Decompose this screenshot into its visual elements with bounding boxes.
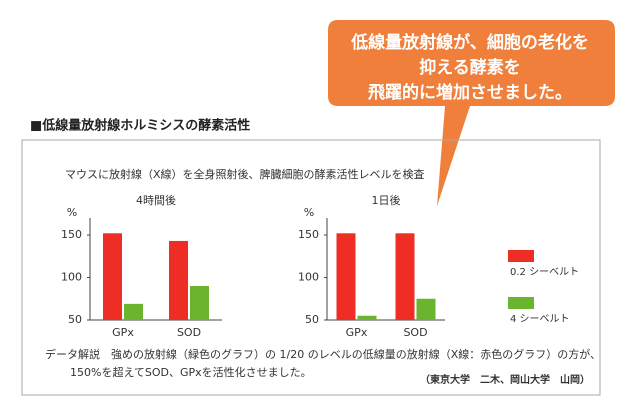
- y-tick-label: 100: [298, 271, 319, 284]
- callout-line: 飛躍的に増加させました。: [367, 82, 572, 103]
- bar: [169, 240, 188, 320]
- x-tick-label: SOD: [403, 326, 427, 339]
- x-tick-label: GPx: [112, 326, 134, 339]
- y-tick-label: 50: [68, 313, 82, 326]
- y-axis-label: %: [304, 206, 314, 219]
- note-line: データ解説 強めの放射線（緑色のグラフ）の 1/20 のレベルの低線量の放射線（…: [45, 347, 601, 361]
- heading: ■低線量放射線ホルミシスの酵素活性: [30, 118, 250, 134]
- y-axis-label: %: [67, 206, 77, 219]
- bar: [124, 303, 143, 320]
- callout-bubble: [328, 20, 615, 206]
- legend-swatch: [508, 250, 534, 262]
- chart-title: 1日後: [372, 193, 401, 207]
- note-line: 150%を超えてSOD、GPxを活性化させました。: [70, 365, 312, 379]
- legend-label: 4 シーベルト: [510, 313, 570, 325]
- callout-line: 低線量放射線が、細胞の老化を: [350, 32, 589, 53]
- y-tick-label: 50: [305, 313, 319, 326]
- x-tick-label: GPx: [346, 326, 368, 339]
- x-tick-label: SOD: [177, 326, 201, 339]
- description: マウスに放射線（X線）を全身照射後、脾臓細胞の酵素活性レベルを検査: [65, 167, 425, 181]
- y-tick-label: 150: [298, 228, 319, 241]
- bar: [190, 286, 209, 320]
- bar: [103, 233, 122, 320]
- chart-title: 4時間後: [136, 193, 176, 207]
- y-tick-label: 150: [61, 228, 82, 241]
- credit: （東京大学 二木、岡山大学 山岡）: [420, 373, 590, 386]
- bar: [357, 315, 377, 320]
- bar: [395, 233, 415, 320]
- bar: [416, 298, 436, 320]
- panel-border: [21, 139, 601, 396]
- y-tick-label: 100: [61, 271, 82, 284]
- legend-label: 0.2 シーベルト: [510, 266, 579, 278]
- callout-line: 抑える酵素を: [419, 57, 521, 78]
- bar: [336, 233, 356, 320]
- legend-swatch: [508, 297, 534, 309]
